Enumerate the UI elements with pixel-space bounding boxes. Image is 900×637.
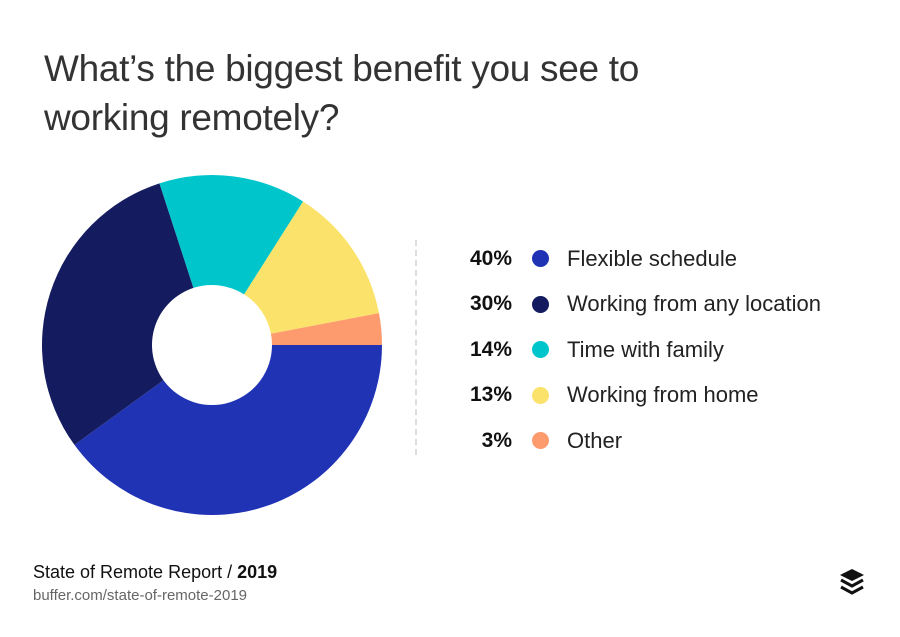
legend-label: Time with family [567,336,724,362]
slice-time-with-family [159,175,304,295]
buffer-stack-icon [840,569,864,595]
slice-working-from-home [244,201,379,334]
source-year: 2019 [237,562,278,582]
legend-item: 3% Other [430,418,821,464]
slice-other [270,313,382,345]
source-url: buffer.com/state-of-remote-2019 [33,587,247,604]
legend-label: Other [567,427,623,453]
legend-item: 14% Time with family [430,327,821,373]
legend-value: 40% [469,246,512,270]
source-text: State of Remote Report / [33,562,238,582]
source-label: State of Remote Report / 2019 [33,562,277,583]
legend-item: 13% Working from home [430,373,821,419]
legend-label: Flexible schedule [567,245,737,271]
legend-label: Working from any location [567,291,821,317]
legend: 40% Flexible schedule 30% Working from any … [430,236,821,464]
legend-divider [415,240,417,455]
legend-value: 30% [469,292,512,316]
slice-flexible-schedule [74,345,383,515]
legend-swatch [532,250,549,268]
legend-swatch [532,341,549,359]
legend-label: Working from home [567,382,759,408]
legend-value: 13% [469,383,512,407]
legend-swatch [532,386,549,404]
legend-item: 40% Flexible schedule [430,236,821,282]
legend-value: 3% [481,428,512,452]
legend-swatch [532,432,549,450]
slice-working-from-any-location [41,183,194,445]
legend-value: 14% [469,337,512,361]
legend-item: 30% Working from any location [430,282,821,328]
chart-title: What’s the biggest benefit you see to wo… [44,48,639,138]
legend-swatch [532,295,549,313]
